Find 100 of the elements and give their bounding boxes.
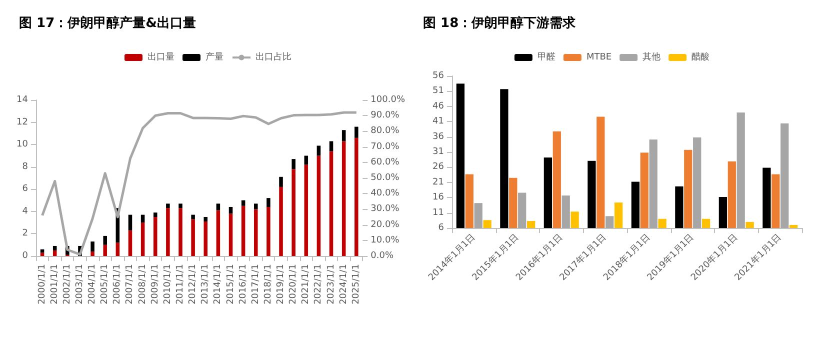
x-tick-label: 2011/1/1 xyxy=(175,264,186,304)
x-tick-label: 2008/1/1 xyxy=(138,264,148,304)
y-tick-label: 46 xyxy=(432,101,444,112)
y2-tick-label: 50.0% xyxy=(370,173,400,183)
bar xyxy=(191,214,195,220)
y2-tick-label: 10.0% xyxy=(370,235,400,246)
x-tick-label: 2001/1/1 xyxy=(50,264,60,304)
y2-tick-label: 100.0% xyxy=(370,95,406,105)
bar xyxy=(241,206,246,256)
bar xyxy=(103,236,107,245)
bar xyxy=(166,208,170,256)
bar xyxy=(342,141,346,256)
y-tick-label: 6 xyxy=(22,184,28,194)
bar xyxy=(292,169,296,256)
x-tick-label: 2018/1/1 xyxy=(263,264,274,304)
x-tick-label: 2000/1/1 xyxy=(37,264,48,304)
bar xyxy=(329,141,334,152)
bar xyxy=(204,217,208,222)
bar xyxy=(103,244,107,256)
y-tick-label: 51 xyxy=(432,86,444,96)
bar xyxy=(40,252,44,256)
x-tick-label: 2002/1/1 xyxy=(62,264,72,304)
x-tick-label: 2012/1/1 xyxy=(188,264,198,304)
y-tick-label: 2 xyxy=(22,228,28,239)
x-tick-label: 2003/1/1 xyxy=(74,264,85,304)
bar xyxy=(304,164,308,256)
y-tick-label: 14 xyxy=(16,95,28,105)
bar xyxy=(254,204,258,210)
y2-tick-label: 40.0% xyxy=(370,188,400,199)
bar xyxy=(292,159,296,170)
bar xyxy=(216,204,220,210)
y-tick-label: 41 xyxy=(432,116,444,127)
y2-tick-label: 60.0% xyxy=(370,157,400,168)
bar xyxy=(342,130,346,142)
bar xyxy=(266,206,270,256)
bar xyxy=(90,242,94,252)
bar xyxy=(204,221,208,256)
y-tick-label: 21 xyxy=(432,177,444,188)
x-tick-label: 2025/1/1 xyxy=(351,264,362,304)
legend-label: MTBE xyxy=(586,52,612,62)
y-tick-label: 16 xyxy=(432,192,444,203)
x-tick-label: 2021/1/1 xyxy=(301,264,312,304)
x-tick-label: 2020/1/1 xyxy=(288,264,299,304)
bar xyxy=(140,222,145,256)
x-tick-label: 2005/1/1 xyxy=(100,264,110,304)
chart-title: 图 18：伊朗甲醇下游需求 xyxy=(423,15,577,31)
bar xyxy=(316,146,321,156)
y-tick-label: 36 xyxy=(432,132,444,142)
bar xyxy=(354,138,358,256)
bar xyxy=(166,204,170,208)
y-tick-label: 12 xyxy=(16,117,28,128)
y-tick-label: 11 xyxy=(432,208,444,218)
y-tick-label: 6 xyxy=(438,223,444,233)
bar xyxy=(128,214,132,230)
bar xyxy=(354,126,358,138)
y2-tick-label: 70.0% xyxy=(370,142,400,152)
y-tick-label: 56 xyxy=(432,71,444,81)
y2-tick-label: 0.0% xyxy=(370,251,394,261)
x-tick-label: 2006/1/1 xyxy=(112,264,123,304)
bar xyxy=(216,210,220,256)
x-tick-label: 2017/1/1 xyxy=(250,264,261,304)
legend-label: 产量 xyxy=(206,52,224,62)
bar xyxy=(116,242,120,256)
bar xyxy=(266,198,270,207)
x-tick-label: 2015/1/1 xyxy=(226,264,236,304)
legend-label: 其他 xyxy=(642,52,661,62)
x-tick-label: 2019/1/1 xyxy=(276,264,286,304)
x-tick-label: 2024/1/1 xyxy=(338,264,349,304)
bar xyxy=(228,214,233,256)
bar xyxy=(279,176,283,187)
bar xyxy=(153,212,158,217)
y-tick-label: 0 xyxy=(22,251,28,261)
x-tick-label: 2016/1/1 xyxy=(238,264,248,304)
y2-tick-label: 20.0% xyxy=(370,220,400,230)
bar xyxy=(128,230,132,256)
y-tick-label: 10 xyxy=(16,140,28,150)
chart-title: 图 17：伊朗甲醇产量&出口量 xyxy=(19,15,196,31)
bar xyxy=(254,209,258,256)
x-tick-label: 2013/1/1 xyxy=(200,264,211,304)
y2-tick-label: 80.0% xyxy=(370,126,400,136)
legend-label: 甲醛 xyxy=(537,52,556,62)
y-tick-label: 26 xyxy=(432,162,444,172)
x-tick-label: 2014/1/1 xyxy=(213,264,224,304)
bar xyxy=(191,219,195,256)
x-tick-label: 2004/1/1 xyxy=(88,264,98,304)
x-tick-label: 2023/1/1 xyxy=(326,264,336,304)
bar xyxy=(153,217,158,256)
bar xyxy=(52,250,57,256)
x-tick-label: 2022/1/1 xyxy=(314,264,324,304)
bar xyxy=(90,252,94,256)
bar xyxy=(316,156,321,256)
bar xyxy=(241,200,246,206)
bar xyxy=(52,246,57,250)
bar xyxy=(279,186,283,256)
legend-label: 出口量 xyxy=(148,52,174,62)
y2-tick-label: 90.0% xyxy=(370,110,400,121)
bar xyxy=(304,156,308,165)
x-tick-label: 2007/1/1 xyxy=(125,264,136,304)
bar xyxy=(228,206,233,214)
x-tick-label: 2010/1/1 xyxy=(162,264,173,304)
